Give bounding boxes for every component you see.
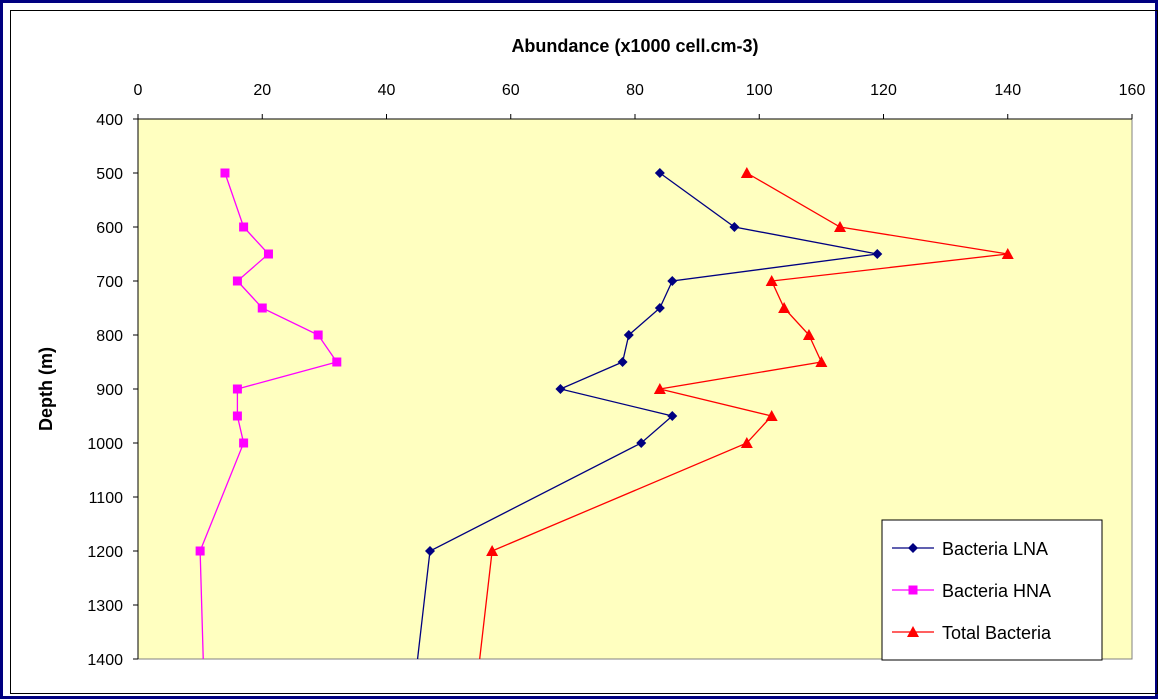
data-point xyxy=(623,330,634,340)
legend-marker xyxy=(908,543,918,553)
legend-item: Total Bacteria xyxy=(892,623,1052,643)
y-tick-label: 800 xyxy=(96,328,123,345)
data-point xyxy=(232,384,242,394)
y-tick-label: 1300 xyxy=(87,598,123,615)
x-tick-label: 160 xyxy=(1119,82,1146,99)
y-tick-label: 600 xyxy=(96,220,123,237)
data-point xyxy=(232,411,242,421)
y-tick-label: 700 xyxy=(96,274,123,291)
x-tick-label: 140 xyxy=(994,82,1021,99)
legend-marker xyxy=(907,626,919,637)
y-tick-label: 1200 xyxy=(87,544,123,561)
data-point xyxy=(257,303,267,313)
legend: Bacteria LNA Bacteria HNA Total Bacteria xyxy=(881,519,1103,661)
data-point xyxy=(815,356,828,367)
data-point xyxy=(872,249,883,259)
data-point xyxy=(636,438,647,448)
data-point xyxy=(486,545,499,556)
data-point xyxy=(313,330,323,340)
x-axis-title: Abundance (x1000 cell.cm-3) xyxy=(511,36,758,56)
x-tick-label: 40 xyxy=(378,82,396,99)
data-point xyxy=(653,383,666,394)
legend-label: Bacteria LNA xyxy=(942,539,1048,559)
data-point xyxy=(740,167,753,178)
data-point xyxy=(1001,248,1014,259)
data-point xyxy=(667,411,678,421)
y-tick-label: 1000 xyxy=(87,436,123,453)
legend-item: Bacteria HNA xyxy=(892,581,1051,601)
y-tick-label: 400 xyxy=(96,112,123,129)
data-point xyxy=(555,384,566,394)
x-tick-label: 60 xyxy=(502,82,520,99)
data-point xyxy=(654,168,665,178)
data-point xyxy=(239,222,249,232)
x-tick-label: 80 xyxy=(626,82,644,99)
data-point xyxy=(220,168,230,178)
data-point xyxy=(667,276,678,286)
data-point xyxy=(778,302,791,313)
y-axis-title: Depth (m) xyxy=(36,347,56,431)
series-line xyxy=(416,172,878,660)
data-point xyxy=(263,249,273,259)
data-point xyxy=(332,357,342,367)
legend-label: Bacteria HNA xyxy=(942,581,1051,601)
data-point xyxy=(424,546,435,556)
data-point xyxy=(740,437,753,448)
data-point xyxy=(617,357,628,367)
legend-marker xyxy=(908,585,918,595)
data-point xyxy=(239,438,249,448)
data-point xyxy=(765,410,778,421)
series-line xyxy=(479,172,1008,660)
x-tick-label: 100 xyxy=(746,82,773,99)
y-axis: 400 500 600 700 800 900 1000 1100 1200 1300 1400 xyxy=(87,112,139,669)
x-tick-label: 20 xyxy=(253,82,271,99)
legend-label: Total Bacteria xyxy=(942,623,1052,643)
y-tick-label: 500 xyxy=(96,166,123,183)
y-tick-label: 900 xyxy=(96,382,123,399)
data-point xyxy=(654,303,665,313)
data-point xyxy=(765,275,778,286)
data-point xyxy=(802,329,815,340)
data-point xyxy=(729,222,740,232)
y-tick-label: 1100 xyxy=(89,490,124,507)
data-point xyxy=(834,221,847,232)
series-bacteria-lna xyxy=(416,168,883,660)
data-point xyxy=(232,276,242,286)
series-bacteria-hna xyxy=(195,168,342,660)
y-tick-label: 1400 xyxy=(87,652,123,669)
x-tick-label: 0 xyxy=(134,82,143,99)
data-point xyxy=(195,546,205,556)
x-axis: 0 20 40 60 80 100 120 140 160 xyxy=(134,82,1146,120)
x-tick-label: 120 xyxy=(870,82,897,99)
series-layer xyxy=(195,167,1014,660)
legend-item: Bacteria LNA xyxy=(892,539,1048,559)
series-total-bacteria xyxy=(479,167,1014,660)
